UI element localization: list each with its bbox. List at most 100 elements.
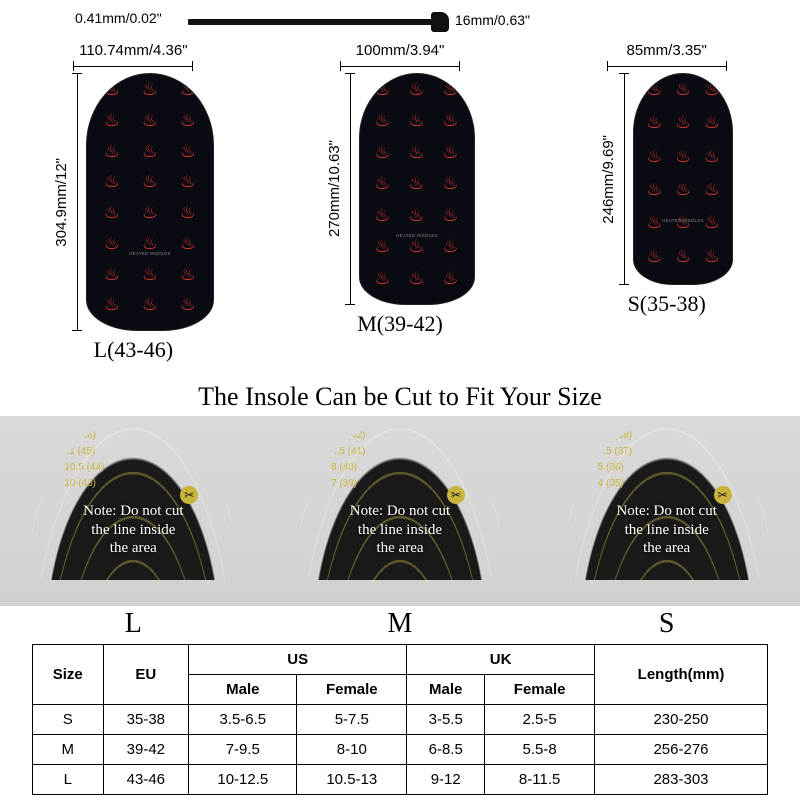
table-row: L43-4610-12.510.5-139-128-11.5283-303: [33, 765, 768, 795]
cut-label-S: S: [533, 608, 800, 640]
cut-note-text: Note: Do not cutthe line insidethe area: [83, 502, 183, 558]
width-dim-M: [340, 61, 460, 71]
height-dim-M: [345, 73, 355, 305]
cut-col-M: 9.5 (42)8.5 (41)8 (40)7 (39)✂Note: Do no…: [267, 416, 534, 606]
cut-line-mark: 5.5 (37): [598, 444, 772, 460]
size-label-M: M(39-42): [357, 311, 443, 337]
flame-icon: ♨: [400, 143, 434, 172]
flame-icon: ♨: [434, 206, 468, 235]
cut-line-mark: 5 (36): [598, 460, 772, 476]
flame-icon: ♨: [366, 206, 400, 235]
flame-icon: ♨: [131, 265, 169, 294]
th-uk: UK: [407, 645, 595, 675]
cell-us_m: 3.5-6.5: [189, 705, 297, 735]
th-size: Size: [33, 645, 104, 705]
flame-icon: ♨: [93, 142, 131, 171]
th-uk-male: Male: [407, 675, 485, 705]
flame-icon: ♨: [131, 111, 169, 140]
insole-wrap-S: 246mm/9.69"♨♨♨♨♨♨♨♨♨♨♨♨♨♨♨♨♨♨HEATED INSO…: [600, 73, 733, 285]
cell-us_f: 8-10: [297, 735, 407, 765]
table-header-row-1: Size EU US UK Length(mm): [33, 645, 768, 675]
cell-uk_m: 9-12: [407, 765, 485, 795]
cut-line-mark: 9.5 (42): [331, 428, 505, 444]
cut-line-mark: 7 (39): [331, 476, 505, 492]
flame-icon: ♨: [669, 80, 698, 111]
cut-tip-L: 12 (46)11 (45)10.5 (44)10 (43)✂Note: Do …: [28, 420, 238, 580]
flame-icon: ♨: [698, 147, 727, 178]
flame-icon: ♨: [366, 143, 400, 172]
flame-icon: ♨: [131, 234, 169, 263]
insole-shape-M: ♨♨♨♨♨♨♨♨♨♨♨♨♨♨♨♨♨♨♨♨♨HEATED INSOLES: [359, 73, 475, 305]
cell-uk_f: 2.5-5: [485, 705, 595, 735]
cut-note-text: Note: Do not cutthe line insidethe area: [616, 502, 716, 558]
flame-icon: ♨: [131, 172, 169, 201]
cut-line-mark: 10 (43): [64, 476, 238, 492]
flame-icon: ♨: [400, 80, 434, 109]
flame-icon: ♨: [93, 203, 131, 232]
flame-icon: ♨: [131, 203, 169, 232]
cell-us_f: 5-7.5: [297, 705, 407, 735]
width-label-M: 100mm/3.94": [356, 42, 445, 59]
width-label-S: 85mm/3.35": [626, 42, 706, 59]
flame-icon: ♨: [169, 172, 207, 201]
cut-size-lines-M: 9.5 (42)8.5 (41)8 (40)7 (39): [295, 428, 505, 492]
flame-icon: ♨: [366, 174, 400, 203]
cell-len: 256-276: [595, 735, 768, 765]
cut-tip-S: 6.5 (38)5.5 (37)5 (36)4 (35)✂Note: Do no…: [562, 420, 772, 580]
cell-uk_f: 8-11.5: [485, 765, 595, 795]
flame-icon: ♨: [131, 142, 169, 171]
insole-col-S: 85mm/3.35"246mm/9.69"♨♨♨♨♨♨♨♨♨♨♨♨♨♨♨♨♨♨H…: [533, 42, 800, 382]
size-table: Size EU US UK Length(mm) Male Female Mal…: [32, 644, 768, 795]
th-length: Length(mm): [595, 645, 768, 705]
height-label-M: 270mm/10.63": [326, 140, 343, 237]
flame-icon: ♨: [366, 269, 400, 298]
flame-icon: ♨: [400, 111, 434, 140]
profile-heel: [431, 12, 449, 32]
th-us-male: Male: [189, 675, 297, 705]
cell-uk_m: 6-8.5: [407, 735, 485, 765]
height-label-S: 246mm/9.69": [600, 135, 617, 224]
cell-size: M: [33, 735, 104, 765]
insole-col-L: 110.74mm/4.36"304.9mm/12"♨♨♨♨♨♨♨♨♨♨♨♨♨♨♨…: [0, 42, 267, 382]
flame-icon: ♨: [640, 80, 669, 111]
page-root: 0.41mm/0.02" 16mm/0.63" 110.74mm/4.36"30…: [0, 0, 800, 800]
thickness-thin-label: 0.41mm/0.02": [75, 10, 162, 26]
flame-icon: ♨: [93, 80, 131, 109]
flame-icon: ♨: [169, 142, 207, 171]
flame-icon: ♨: [434, 269, 468, 298]
scissors-icon: ✂: [180, 486, 198, 504]
flame-icon: ♨: [669, 147, 698, 178]
flame-icon: ♨: [366, 237, 400, 266]
cell-eu: 43-46: [103, 765, 189, 795]
flame-icon: ♨: [669, 113, 698, 144]
flame-icon: ♨: [169, 295, 207, 324]
cell-uk_m: 3-5.5: [407, 705, 485, 735]
insoles-row: 110.74mm/4.36"304.9mm/12"♨♨♨♨♨♨♨♨♨♨♨♨♨♨♨…: [0, 42, 800, 382]
flame-icon: ♨: [400, 174, 434, 203]
th-us-female: Female: [297, 675, 407, 705]
profile-view: 0.41mm/0.02" 16mm/0.63": [75, 8, 495, 40]
cell-us_m: 7-9.5: [189, 735, 297, 765]
cell-len: 230-250: [595, 705, 768, 735]
flame-icon: ♨: [669, 180, 698, 211]
flame-icon: ♨: [400, 237, 434, 266]
insole-print-text: HEATED INSOLES: [129, 251, 171, 256]
insole-print-text: HEATED INSOLES: [396, 233, 438, 238]
cut-col-L: 12 (46)11 (45)10.5 (44)10 (43)✂Note: Do …: [0, 416, 267, 606]
insole-wrap-L: 304.9mm/12"♨♨♨♨♨♨♨♨♨♨♨♨♨♨♨♨♨♨♨♨♨♨♨♨HEATE…: [53, 73, 214, 331]
th-uk-female: Female: [485, 675, 595, 705]
insole-col-M: 100mm/3.94"270mm/10.63"♨♨♨♨♨♨♨♨♨♨♨♨♨♨♨♨♨…: [267, 42, 534, 382]
flame-icon: ♨: [93, 234, 131, 263]
width-dim-S: [607, 61, 727, 71]
cut-tip-M: 9.5 (42)8.5 (41)8 (40)7 (39)✂Note: Do no…: [295, 420, 505, 580]
cut-label-M: M: [267, 608, 534, 640]
th-us: US: [189, 645, 407, 675]
flame-icon: ♨: [400, 269, 434, 298]
flame-icon: ♨: [131, 295, 169, 324]
height-label-L: 304.9mm/12": [53, 158, 70, 247]
cut-line-mark: 8.5 (41): [331, 444, 505, 460]
scissors-icon: ✂: [447, 486, 465, 504]
height-dim-L: [72, 73, 82, 331]
cell-us_m: 10-12.5: [189, 765, 297, 795]
flame-icon: ♨: [434, 143, 468, 172]
